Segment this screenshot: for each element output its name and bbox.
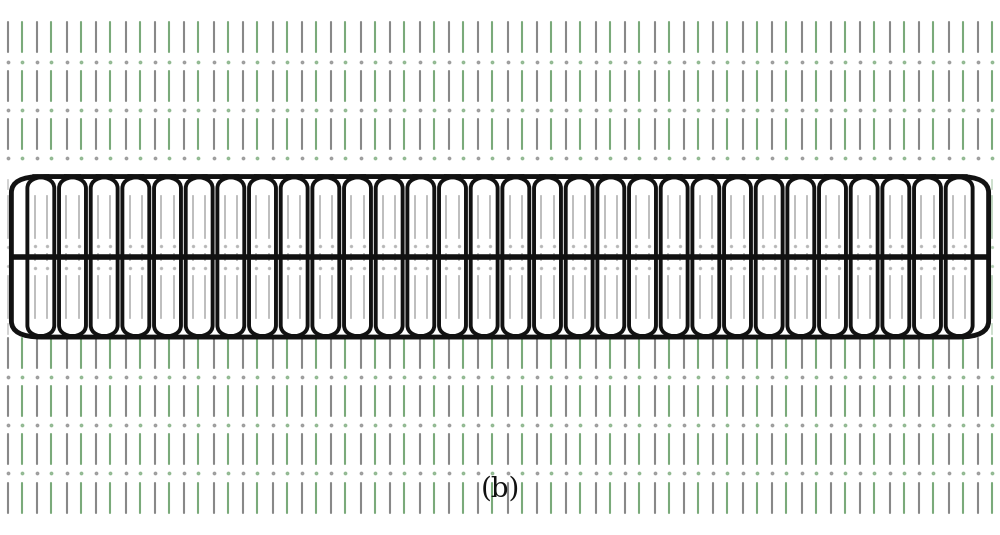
FancyBboxPatch shape bbox=[914, 177, 941, 337]
FancyBboxPatch shape bbox=[11, 177, 989, 337]
FancyBboxPatch shape bbox=[122, 177, 149, 337]
FancyBboxPatch shape bbox=[217, 177, 244, 337]
FancyBboxPatch shape bbox=[312, 177, 339, 337]
FancyBboxPatch shape bbox=[851, 177, 878, 337]
FancyBboxPatch shape bbox=[27, 177, 54, 337]
FancyBboxPatch shape bbox=[692, 177, 719, 337]
FancyBboxPatch shape bbox=[59, 177, 86, 337]
Text: (b): (b) bbox=[480, 476, 520, 503]
FancyBboxPatch shape bbox=[249, 177, 276, 337]
FancyBboxPatch shape bbox=[724, 177, 751, 337]
FancyBboxPatch shape bbox=[597, 177, 624, 337]
FancyBboxPatch shape bbox=[882, 177, 909, 337]
FancyBboxPatch shape bbox=[629, 177, 656, 337]
FancyBboxPatch shape bbox=[819, 177, 846, 337]
FancyBboxPatch shape bbox=[756, 177, 783, 337]
FancyBboxPatch shape bbox=[946, 177, 973, 337]
FancyBboxPatch shape bbox=[661, 177, 688, 337]
FancyBboxPatch shape bbox=[154, 177, 181, 337]
FancyBboxPatch shape bbox=[376, 177, 403, 337]
FancyBboxPatch shape bbox=[281, 177, 308, 337]
FancyBboxPatch shape bbox=[502, 177, 529, 337]
FancyBboxPatch shape bbox=[407, 177, 434, 337]
FancyBboxPatch shape bbox=[566, 177, 593, 337]
FancyBboxPatch shape bbox=[439, 177, 466, 337]
FancyBboxPatch shape bbox=[186, 177, 213, 337]
FancyBboxPatch shape bbox=[534, 177, 561, 337]
FancyBboxPatch shape bbox=[344, 177, 371, 337]
FancyBboxPatch shape bbox=[91, 177, 118, 337]
FancyBboxPatch shape bbox=[787, 177, 814, 337]
FancyBboxPatch shape bbox=[471, 177, 498, 337]
